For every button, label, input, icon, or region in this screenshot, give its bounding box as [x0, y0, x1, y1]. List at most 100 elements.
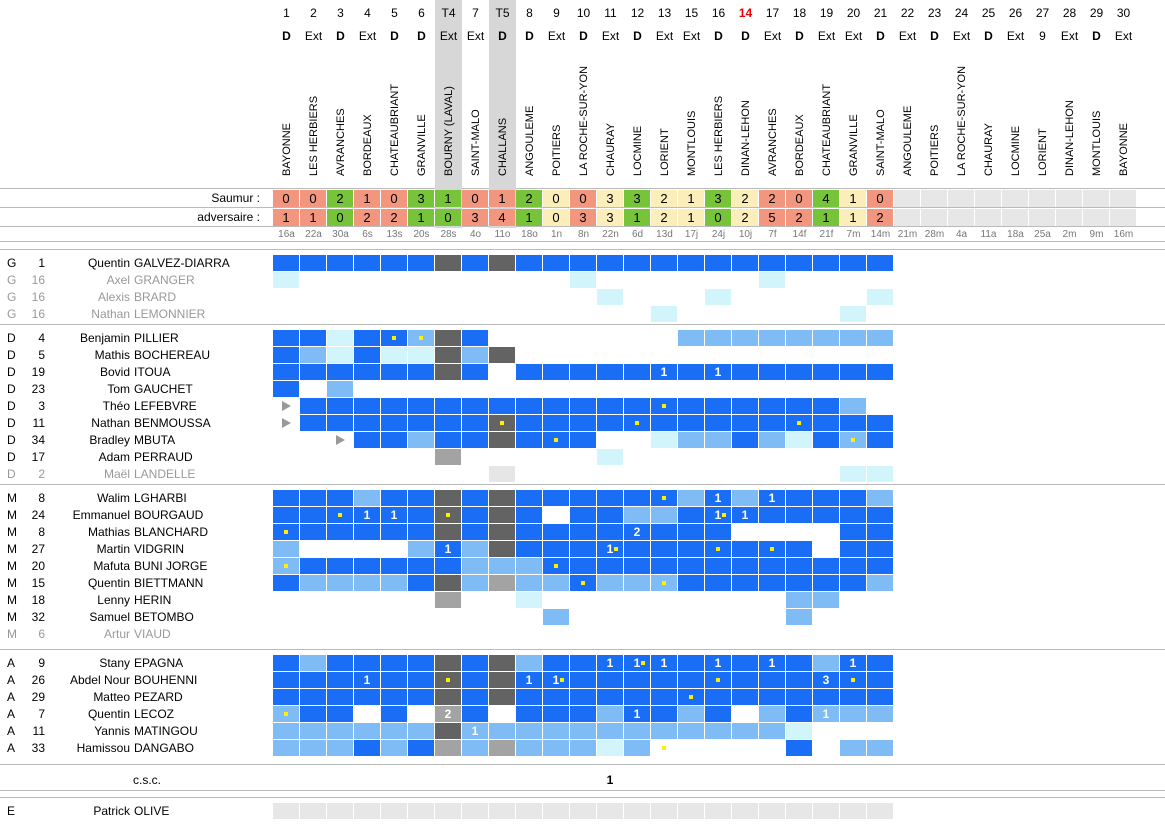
- match-cell: [354, 524, 380, 540]
- match-cell: [354, 364, 380, 380]
- match-cell: [840, 706, 866, 722]
- match-cell: [867, 803, 893, 819]
- match-cell: [489, 575, 515, 591]
- match-number: 21: [873, 6, 888, 20]
- match-cell: [327, 381, 353, 397]
- group-separator: [0, 797, 1165, 798]
- player-last-name[interactable]: VIDGRIN: [134, 542, 185, 556]
- player-last-name[interactable]: MATINGOU: [134, 724, 198, 738]
- match-cell: [867, 330, 893, 346]
- opponent-label: SAINT-MALO: [874, 109, 887, 176]
- opponent-score: 1: [624, 209, 650, 226]
- match-cell: [381, 672, 407, 688]
- match-cell: [516, 723, 542, 739]
- player-last-name[interactable]: ITOUA: [134, 365, 171, 379]
- player-last-name[interactable]: BOUHENNI: [134, 673, 198, 687]
- player-last-name[interactable]: BLANCHARD: [134, 525, 209, 539]
- match-cell: [381, 655, 407, 671]
- player-last-name[interactable]: BRARD: [134, 290, 177, 304]
- player-first-name: Stany: [99, 656, 130, 670]
- player-last-name[interactable]: BOCHEREAU: [134, 348, 211, 362]
- match-cell: [300, 524, 326, 540]
- match-cell: [759, 330, 785, 346]
- match-cell: [489, 432, 515, 448]
- player-last-name[interactable]: PILLIER: [134, 331, 179, 345]
- player-last-name[interactable]: LEFEBVRE: [134, 399, 197, 413]
- match-cell: [840, 575, 866, 591]
- player-last-name[interactable]: LANDELLE: [134, 467, 196, 481]
- match-date: 17j: [684, 229, 699, 240]
- substitute-in-arrow: [336, 435, 345, 445]
- match-cell: [381, 364, 407, 380]
- match-cell: [462, 803, 488, 819]
- match-cell: [435, 364, 461, 380]
- player-last-name[interactable]: LGHARBI: [134, 491, 187, 505]
- match-cell: [759, 706, 785, 722]
- match-cell: [678, 541, 704, 557]
- venue-label: Ext: [304, 29, 323, 43]
- match-cell: [678, 255, 704, 271]
- player-number: 29: [31, 690, 45, 704]
- player-last-name[interactable]: EPAGNA: [134, 656, 184, 670]
- match-cell: [840, 306, 866, 322]
- saumur-score: 0: [381, 190, 407, 207]
- player-last-name[interactable]: LEMONNIER: [134, 307, 206, 321]
- match-cell: [327, 803, 353, 819]
- match-number: 23: [927, 6, 942, 20]
- player-last-name[interactable]: BIETTMANN: [134, 576, 204, 590]
- saumur-score: 0: [786, 190, 812, 207]
- match-date: 11o: [494, 229, 511, 240]
- match-cell: [543, 689, 569, 705]
- player-last-name[interactable]: VIAUD: [134, 627, 171, 641]
- match-number: 18: [792, 6, 807, 20]
- match-date: 22n: [602, 229, 619, 240]
- match-cell: [651, 415, 677, 431]
- match-number: 19: [819, 6, 834, 20]
- opponent-label: CHATEAUBRIANT: [820, 83, 833, 176]
- yellow-card-marker: [770, 547, 774, 551]
- player-first-name: Lenny: [97, 593, 130, 607]
- player-last-name[interactable]: PEZARD: [134, 690, 183, 704]
- match-cell: [327, 347, 353, 363]
- opponent-label: DINAN-LEHON: [1063, 100, 1076, 176]
- match-date: 20s: [413, 229, 430, 240]
- opponent-score: 2: [651, 209, 677, 226]
- match-number: 10: [576, 6, 591, 20]
- player-last-name[interactable]: GALVEZ-DIARRA: [134, 256, 230, 270]
- match-date: 13s: [386, 229, 403, 240]
- player-last-name[interactable]: OLIVE: [134, 804, 170, 818]
- yellow-card-marker: [797, 421, 801, 425]
- match-cell: [435, 432, 461, 448]
- yellow-card-marker: [851, 438, 855, 442]
- player-last-name[interactable]: GRANGER: [134, 273, 195, 287]
- venue-label: D: [714, 29, 723, 43]
- player-first-name: Walim: [97, 491, 130, 505]
- match-cell: 1: [813, 706, 839, 722]
- opponent-label: ANGOULEME: [523, 105, 536, 176]
- player-last-name[interactable]: BETOMBO: [134, 610, 194, 624]
- match-cell: [516, 689, 542, 705]
- player-last-name[interactable]: BOURGAUD: [134, 508, 204, 522]
- player-last-name[interactable]: MBUTA: [134, 433, 176, 447]
- player-position: M: [7, 576, 17, 590]
- player-last-name[interactable]: LECOZ: [134, 707, 175, 721]
- saumur-score: 1: [840, 190, 866, 207]
- player-last-name[interactable]: PERRAUD: [134, 450, 193, 464]
- player-last-name[interactable]: GAUCHET: [134, 382, 193, 396]
- match-cell: [300, 415, 326, 431]
- saumur-score: [921, 190, 947, 207]
- player-last-name[interactable]: HERIN: [134, 593, 172, 607]
- match-cell: [273, 723, 299, 739]
- opponent-name: LA ROCHE-SUR-YON: [948, 56, 975, 188]
- match-cell: [462, 330, 488, 346]
- player-last-name[interactable]: BUNI JORGE: [134, 559, 208, 573]
- player-last-name[interactable]: BENMOUSSA: [134, 416, 211, 430]
- match-cell: [408, 558, 434, 574]
- match-cell: [489, 398, 515, 414]
- saumur-label: Saumur :: [211, 191, 260, 205]
- match-cell: [354, 415, 380, 431]
- player-last-name[interactable]: DANGABO: [134, 741, 195, 755]
- match-cell: [381, 524, 407, 540]
- match-cell: [597, 524, 623, 540]
- match-cell: [435, 558, 461, 574]
